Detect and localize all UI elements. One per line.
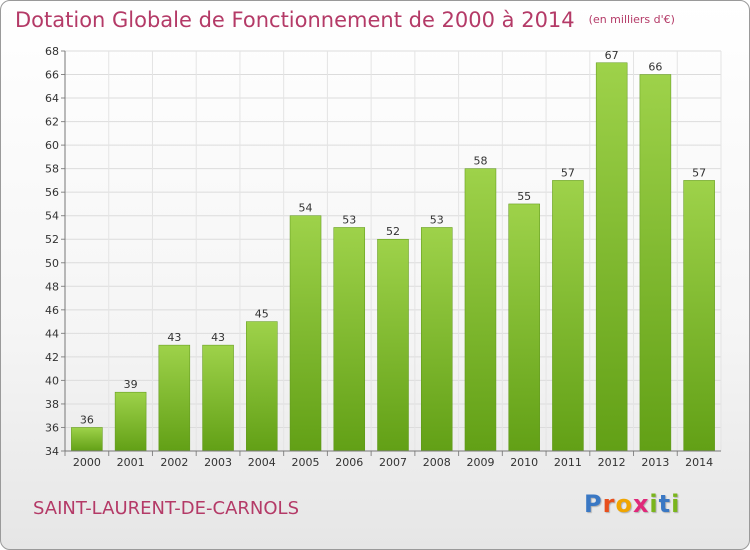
axes: 34 36 38 40 42 44 46 48 50 52 54 56 58 60 62 64 66 68 2000… <box>45 45 721 469</box>
value-label: 53 <box>342 213 356 226</box>
y-tick-label: 64 <box>45 92 59 105</box>
y-tick-label: 62 <box>45 116 59 129</box>
y-tick-label: 38 <box>45 398 59 411</box>
chart-title-block: Dotation Globale de Fonctionnement de 20… <box>15 8 675 32</box>
value-label: 52 <box>386 225 400 238</box>
x-tick-label: 2005 <box>292 456 320 469</box>
logo-letter: o <box>615 490 633 518</box>
x-tick-label: 2004 <box>248 456 276 469</box>
x-tick-label: 2007 <box>379 456 407 469</box>
bar-2001 <box>114 391 147 452</box>
x-tick-label: 2014 <box>685 456 713 469</box>
bar-2014 <box>683 180 715 452</box>
x-tick-label: 2003 <box>204 456 232 469</box>
y-tick-label: 56 <box>45 186 59 199</box>
value-label: 39 <box>124 378 138 391</box>
y-tick-label: 48 <box>45 280 59 293</box>
y-tick-label: 46 <box>45 304 59 317</box>
y-tick-label: 36 <box>45 421 59 434</box>
x-tick-label: 2000 <box>73 456 101 469</box>
y-tick-label: 60 <box>45 139 59 152</box>
y-tick-label: 40 <box>45 374 59 387</box>
value-label: 53 <box>430 213 444 226</box>
bar-2010 <box>508 203 540 452</box>
value-label: 67 <box>605 49 619 62</box>
bar-2005 <box>289 215 322 452</box>
bar-2012 <box>595 62 628 452</box>
unit-note: (en milliers d'€) <box>588 13 675 26</box>
y-tick-label: 34 <box>45 445 59 458</box>
x-tick-label: 2009 <box>466 456 494 469</box>
bar-2000 <box>71 427 103 452</box>
value-label: 55 <box>517 190 531 203</box>
bars: 36 39 43 43 45 54 53 52 53 58 55 57 67 66 57 <box>71 49 715 452</box>
value-label: 58 <box>473 155 487 168</box>
bar-2002 <box>158 344 191 452</box>
value-label: 45 <box>255 308 269 321</box>
y-tick-label: 52 <box>45 233 59 246</box>
logo-letter: x <box>632 490 650 518</box>
y-tick-label: 66 <box>45 69 59 82</box>
x-tick-label: 2006 <box>335 456 363 469</box>
x-tick-label: 2008 <box>423 456 451 469</box>
logo-letter: P <box>584 490 603 518</box>
proxiti-logo: Proxiti <box>584 490 680 518</box>
bar-2013 <box>639 74 672 452</box>
bar-2003 <box>202 344 234 452</box>
logo-letter: i <box>671 490 681 518</box>
y-tick-label: 50 <box>45 257 59 270</box>
x-tick-label: 2013 <box>641 456 669 469</box>
bar-2011 <box>552 180 584 452</box>
value-label: 54 <box>299 202 313 215</box>
chart-title: Dotation Globale de Fonctionnement de 20… <box>15 8 575 32</box>
x-tick-label: 2010 <box>510 456 538 469</box>
bar-2008 <box>420 227 453 452</box>
x-tick-label: 2002 <box>160 456 188 469</box>
y-tick-label: 54 <box>45 210 59 223</box>
value-label: 43 <box>211 331 225 344</box>
bar-2004 <box>246 321 278 452</box>
x-tick-label: 2012 <box>598 456 626 469</box>
logo-letter: r <box>602 490 616 518</box>
y-tick-label: 44 <box>45 327 59 340</box>
commune-name: SAINT-LAURENT-DE-CARNOLS <box>33 498 300 519</box>
y-tick-label: 68 <box>45 45 59 58</box>
bar-2007 <box>377 238 409 452</box>
value-label: 57 <box>561 166 575 179</box>
logo-letter: t <box>658 490 672 518</box>
y-tick-label: 58 <box>45 163 59 176</box>
x-tick-label: 2011 <box>554 456 582 469</box>
value-label: 57 <box>692 166 706 179</box>
value-label: 36 <box>80 413 94 426</box>
x-tick-label: 2001 <box>117 456 145 469</box>
value-label: 43 <box>167 331 181 344</box>
logo-letter: i <box>649 490 659 518</box>
bar-2009 <box>464 168 497 452</box>
value-label: 66 <box>648 61 662 74</box>
y-tick-label: 42 <box>45 351 59 364</box>
bar-2006 <box>333 227 366 452</box>
